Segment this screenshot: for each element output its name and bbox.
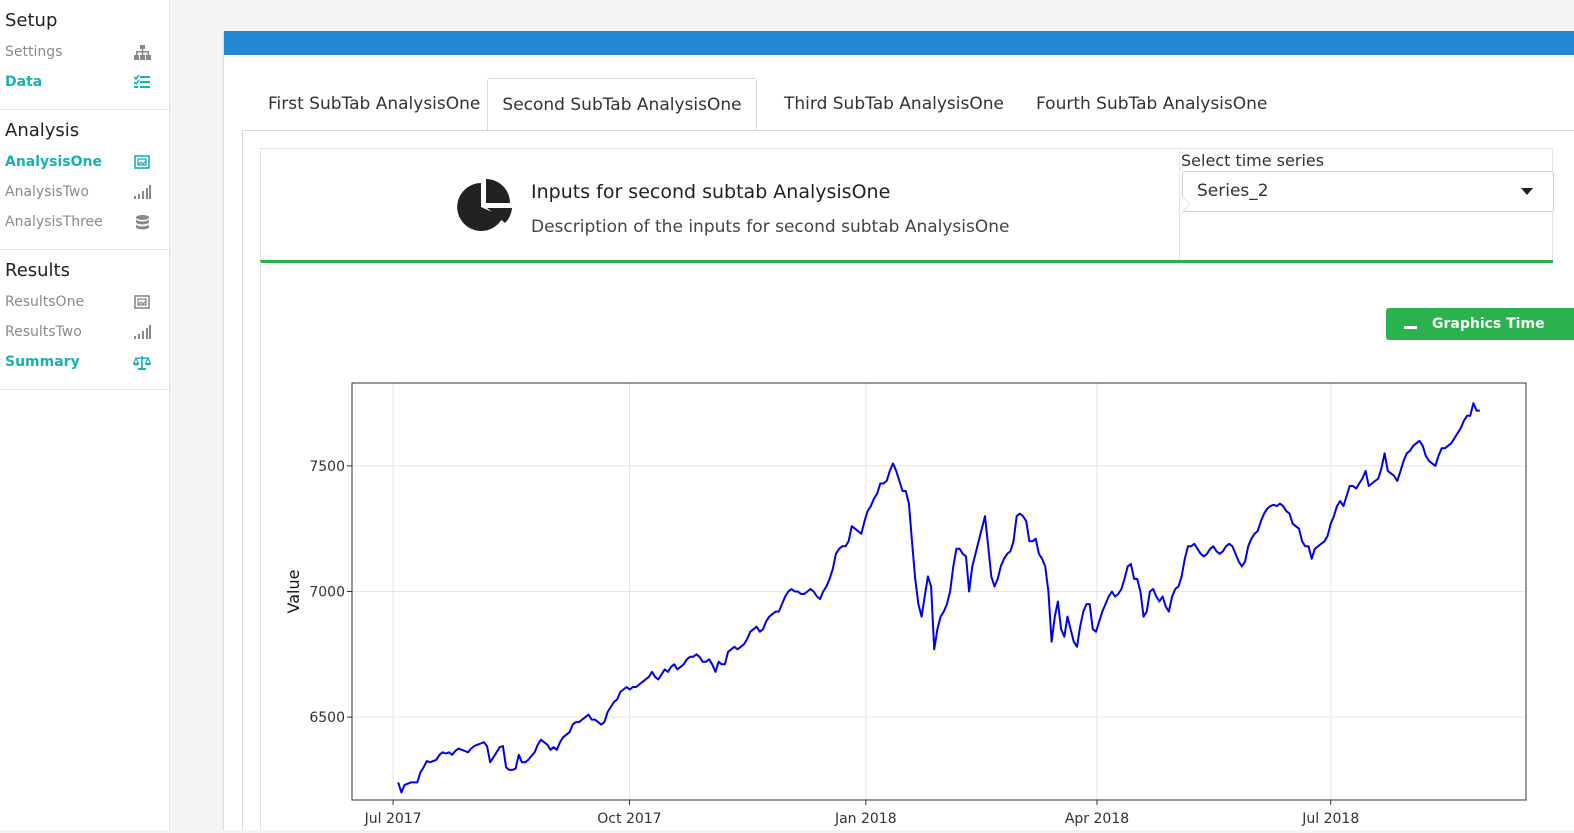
image-frame-icon xyxy=(133,153,151,171)
minus-icon xyxy=(1404,326,1417,329)
sidebar: Setup Settings Data Analysis AnalysisOne… xyxy=(0,0,170,830)
time-series-select[interactable]: Series_2 xyxy=(1182,171,1554,212)
sidebar-item-label: AnalysisTwo xyxy=(5,184,89,200)
sidebar-item-label: ResultsTwo xyxy=(5,324,82,340)
select-time-series-label: Select time series xyxy=(1181,151,1325,170)
x-tick-label: Apr 2018 xyxy=(1065,811,1129,827)
tab-third-subtab[interactable]: Third SubTab AnalysisOne xyxy=(784,94,1004,114)
sidebar-item-summary[interactable]: Summary xyxy=(0,347,169,377)
tab-divider xyxy=(242,130,1574,131)
inputs-description: Description of the inputs for second sub… xyxy=(531,217,1010,237)
sidebar-item-label: AnalysisOne xyxy=(5,154,103,170)
x-tick-label: Jul 2018 xyxy=(1301,811,1359,827)
sidebar-item-settings[interactable]: Settings xyxy=(0,37,169,67)
y-tick-label: 6500 xyxy=(309,710,345,726)
y-axis-title: Value xyxy=(284,570,303,614)
sidebar-item-label: Data xyxy=(5,74,43,90)
inputs-title: Inputs for second subtab AnalysisOne xyxy=(531,181,891,203)
caret-down-icon xyxy=(1521,188,1533,195)
x-tick-label: Oct 2017 xyxy=(597,811,661,827)
panel-header-bar xyxy=(224,31,1574,55)
time-series-select-group: Select time series Series_2 xyxy=(1179,149,1554,263)
sidebar-item-label: ResultsOne xyxy=(5,294,85,310)
notch-arrow-icon xyxy=(1179,193,1191,215)
main-panel: First SubTab AnalysisOne Second SubTab A… xyxy=(223,31,1574,830)
sidebar-item-label: Summary xyxy=(5,354,80,370)
tab-fourth-subtab[interactable]: Fourth SubTab AnalysisOne xyxy=(1036,94,1268,114)
tab-content-border xyxy=(242,130,243,830)
signal-bars-icon xyxy=(133,183,151,201)
image-frame-icon xyxy=(133,293,151,311)
section-title: Setup xyxy=(5,10,58,31)
x-tick-label: Jul 2017 xyxy=(364,811,422,827)
sidebar-item-resultsone[interactable]: ResultsOne xyxy=(0,287,169,317)
sidebar-item-label: AnalysisThree xyxy=(5,214,103,230)
graphics-time-series-toggle[interactable]: Graphics Time Series xyxy=(1386,308,1574,364)
sidebar-item-analysistwo[interactable]: AnalysisTwo xyxy=(0,177,169,207)
sidebar-section-analysis: Analysis AnalysisOne AnalysisTwo Analysi… xyxy=(0,110,169,250)
sidebar-item-analysisthree[interactable]: AnalysisThree xyxy=(0,207,169,237)
tab-second-subtab[interactable]: Second SubTab AnalysisOne xyxy=(487,78,757,131)
y-tick-label: 7000 xyxy=(309,585,345,601)
chart-box: Graphics Time Series 6500 7000 7500 Jul 201… xyxy=(260,260,1574,830)
tab-first-subtab[interactable]: First SubTab AnalysisOne xyxy=(268,94,481,114)
y-tick-label: 7500 xyxy=(309,459,345,475)
sidebar-section-setup: Setup Settings Data xyxy=(0,0,169,110)
section-title: Analysis xyxy=(5,120,80,141)
time-series-chart: 6500 7000 7500 Jul 2017 Oct 2017 Jan 2018 Apr … xyxy=(284,382,1527,827)
signal-bars-icon xyxy=(133,323,151,341)
database-icon xyxy=(133,213,151,231)
subtab-bar: First SubTab AnalysisOne Second SubTab A… xyxy=(242,78,1574,131)
inputs-card: Inputs for second subtab AnalysisOne Des… xyxy=(260,148,1554,263)
pie-chart-icon xyxy=(457,179,512,231)
x-tick-label: Jan 2018 xyxy=(834,811,897,827)
list-check-icon xyxy=(133,73,151,91)
sidebar-item-analysisone[interactable]: AnalysisOne xyxy=(0,147,169,177)
select-value: Series_2 xyxy=(1197,181,1269,201)
series-line xyxy=(397,402,1480,794)
sidebar-item-data[interactable]: Data xyxy=(0,67,169,97)
balance-scale-icon xyxy=(133,353,151,371)
sidebar-section-results: Results ResultsOne ResultsTwo Summary xyxy=(0,250,169,390)
section-title: Results xyxy=(5,260,70,281)
graphics-box-label: Graphics Time Series xyxy=(1432,316,1545,364)
sitemap-icon xyxy=(133,43,151,61)
sidebar-item-resultstwo[interactable]: ResultsTwo xyxy=(0,317,169,347)
sidebar-item-label: Settings xyxy=(5,44,63,60)
